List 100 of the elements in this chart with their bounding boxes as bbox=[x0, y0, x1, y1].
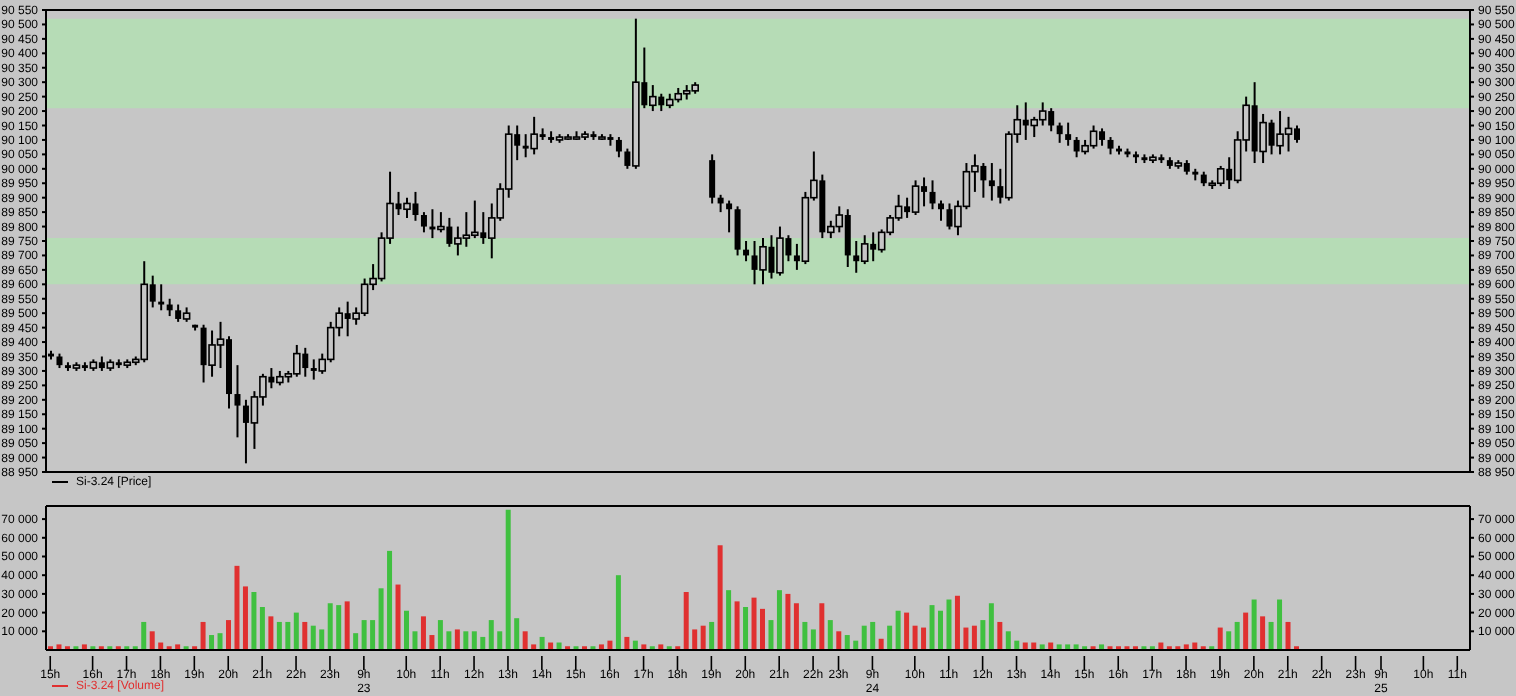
bar bbox=[904, 612, 910, 650]
bar bbox=[1234, 621, 1240, 650]
bar bbox=[259, 606, 265, 650]
bar bbox=[234, 565, 240, 650]
bar bbox=[395, 584, 401, 650]
bar bbox=[615, 575, 621, 650]
bar bbox=[505, 509, 511, 650]
bar bbox=[141, 621, 147, 650]
candlestick bbox=[759, 237, 767, 286]
candlestick bbox=[420, 211, 427, 234]
bar bbox=[420, 616, 426, 650]
bar bbox=[276, 621, 282, 650]
bar bbox=[370, 620, 376, 650]
bar bbox=[463, 631, 469, 650]
candlestick bbox=[726, 199, 733, 234]
bar bbox=[285, 621, 291, 650]
candlestick bbox=[734, 205, 741, 257]
candlestick bbox=[929, 179, 936, 211]
bar bbox=[302, 621, 308, 650]
bar bbox=[743, 606, 749, 650]
bar bbox=[988, 603, 994, 650]
bar bbox=[209, 635, 215, 650]
bar bbox=[217, 633, 223, 650]
candlestick bbox=[462, 211, 471, 248]
candlestick bbox=[709, 153, 716, 205]
bar bbox=[361, 620, 367, 650]
bar bbox=[785, 593, 791, 650]
candlestick bbox=[158, 283, 165, 312]
candlestick bbox=[1056, 121, 1063, 144]
candlestick bbox=[1038, 101, 1047, 127]
bar bbox=[768, 620, 774, 650]
bar bbox=[251, 592, 257, 650]
bar bbox=[726, 590, 732, 650]
bar bbox=[836, 631, 842, 650]
candlestick bbox=[234, 364, 241, 439]
candlestick bbox=[293, 343, 301, 378]
candlestick bbox=[1089, 124, 1098, 150]
candlestick bbox=[911, 179, 920, 217]
candlestick bbox=[776, 225, 784, 277]
bar bbox=[454, 629, 460, 650]
bar bbox=[912, 625, 918, 650]
bar bbox=[327, 603, 333, 650]
bar bbox=[404, 610, 409, 650]
bar bbox=[624, 636, 630, 650]
bar bbox=[751, 597, 757, 650]
bar bbox=[954, 595, 960, 650]
bar bbox=[480, 636, 486, 650]
bar bbox=[844, 635, 850, 650]
bar bbox=[353, 633, 359, 650]
bar bbox=[895, 610, 901, 650]
bar bbox=[827, 620, 833, 650]
bar bbox=[776, 590, 782, 650]
bar bbox=[1251, 599, 1257, 650]
candlestick bbox=[649, 84, 657, 113]
bar bbox=[700, 625, 706, 650]
bar bbox=[387, 550, 393, 650]
bar bbox=[1243, 612, 1249, 650]
bar bbox=[887, 625, 893, 650]
bar bbox=[980, 620, 986, 650]
bar bbox=[709, 621, 715, 650]
bar bbox=[1226, 631, 1232, 650]
bar bbox=[293, 612, 299, 650]
bar bbox=[921, 627, 927, 650]
candlestick bbox=[988, 162, 995, 202]
bar bbox=[522, 631, 528, 650]
bar bbox=[344, 601, 350, 650]
bar bbox=[810, 629, 816, 650]
bar bbox=[683, 592, 689, 650]
bar bbox=[242, 586, 248, 650]
bar bbox=[1285, 621, 1291, 650]
bar bbox=[471, 631, 477, 650]
bar bbox=[1277, 599, 1283, 650]
bar bbox=[149, 631, 155, 650]
bar bbox=[870, 621, 876, 650]
bar bbox=[997, 621, 1003, 650]
bar bbox=[437, 620, 443, 650]
candlestick bbox=[403, 196, 411, 219]
bar bbox=[268, 616, 274, 650]
bar bbox=[1005, 631, 1011, 650]
candlestick bbox=[615, 136, 622, 159]
bar bbox=[793, 603, 799, 650]
bar bbox=[861, 625, 867, 650]
candlestick bbox=[360, 277, 369, 318]
candlestick bbox=[471, 199, 479, 240]
bar bbox=[971, 625, 977, 650]
bar bbox=[929, 605, 935, 650]
bar bbox=[946, 599, 952, 650]
bar bbox=[488, 620, 494, 650]
bar bbox=[1217, 627, 1223, 650]
candlestick bbox=[530, 115, 538, 156]
bar bbox=[310, 625, 316, 650]
candlestick bbox=[1284, 115, 1293, 153]
bar bbox=[336, 605, 342, 650]
bar bbox=[319, 629, 325, 650]
bar bbox=[539, 636, 545, 650]
candlestick bbox=[860, 234, 869, 266]
candlestick bbox=[1065, 121, 1072, 147]
bar bbox=[717, 545, 723, 650]
bar bbox=[802, 621, 808, 650]
candlestick bbox=[938, 199, 944, 222]
